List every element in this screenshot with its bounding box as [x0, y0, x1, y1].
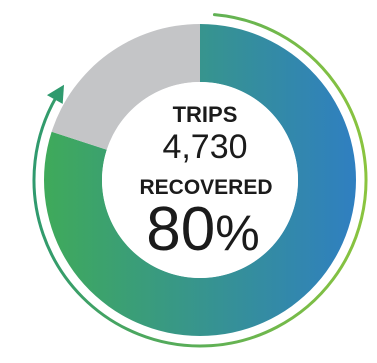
recovered-percent-number: 80 [146, 195, 215, 264]
recovered-percent-sign: % [215, 205, 259, 261]
recovered-percent: 80% [146, 195, 259, 264]
progress-arrow-arc [32, 13, 368, 348]
donut-center [102, 82, 298, 278]
recovered-label: RECOVERED [139, 176, 272, 199]
trips-label: TRIPS [173, 102, 238, 127]
progress-arrow-head [46, 84, 65, 104]
slice-not-recovered [51, 24, 200, 150]
donut-slices [44, 24, 356, 337]
slice-recovered [44, 24, 356, 337]
trips-value: 4,730 [162, 128, 247, 166]
